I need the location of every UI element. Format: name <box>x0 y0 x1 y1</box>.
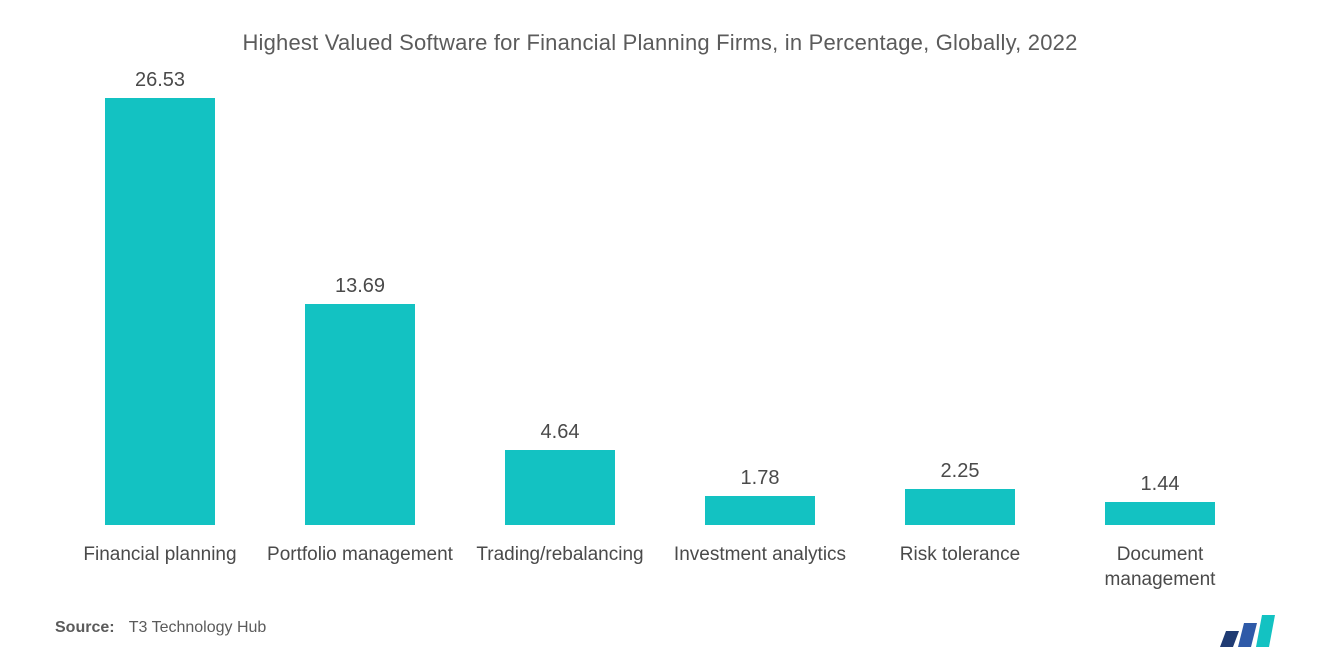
bar-value-label: 13.69 <box>335 275 385 298</box>
bar-column: 1.78 <box>660 90 860 525</box>
bar-rect <box>305 304 415 525</box>
bar-value-label: 1.78 <box>741 467 780 490</box>
bar-column: 2.25 <box>860 90 1060 525</box>
x-axis-labels: Financial planningPortfolio managementTr… <box>60 535 1260 595</box>
bar-column: 4.64 <box>460 90 660 525</box>
source-label: Source: <box>55 619 115 636</box>
bar-rect <box>705 496 815 525</box>
x-axis-label: Financial planning <box>60 535 260 595</box>
bar-rect <box>105 98 215 525</box>
bar-value-label: 2.25 <box>941 460 980 483</box>
source-line: Source: T3 Technology Hub <box>55 619 266 637</box>
bar-value-label: 26.53 <box>135 69 185 92</box>
chart-title: Highest Valued Software for Financial Pl… <box>40 30 1280 56</box>
bar-rect <box>905 489 1015 525</box>
logo-bar-icon <box>1238 623 1257 647</box>
plot-area: 26.53 13.69 4.64 1.78 2.25 1.44 <box>60 90 1260 525</box>
x-axis-label: Risk tolerance <box>860 535 1060 595</box>
brand-logo-icon <box>1220 611 1280 647</box>
bar-value-label: 4.64 <box>541 421 580 444</box>
bar-column: 26.53 <box>60 90 260 525</box>
logo-bar-icon <box>1256 615 1275 647</box>
x-axis-label: Trading/rebalancing <box>460 535 660 595</box>
x-axis-label: Document management <box>1060 535 1260 595</box>
bar-column: 1.44 <box>1060 90 1260 525</box>
bar-rect <box>1105 502 1215 525</box>
bar-column: 13.69 <box>260 90 460 525</box>
logo-bar-icon <box>1220 631 1239 647</box>
x-axis-label: Portfolio management <box>260 535 460 595</box>
bar-value-label: 1.44 <box>1141 473 1180 496</box>
bar-rect <box>505 450 615 525</box>
x-axis-label: Investment analytics <box>660 535 860 595</box>
chart-container: Highest Valued Software for Financial Pl… <box>0 0 1320 665</box>
source-text: T3 Technology Hub <box>129 619 267 636</box>
